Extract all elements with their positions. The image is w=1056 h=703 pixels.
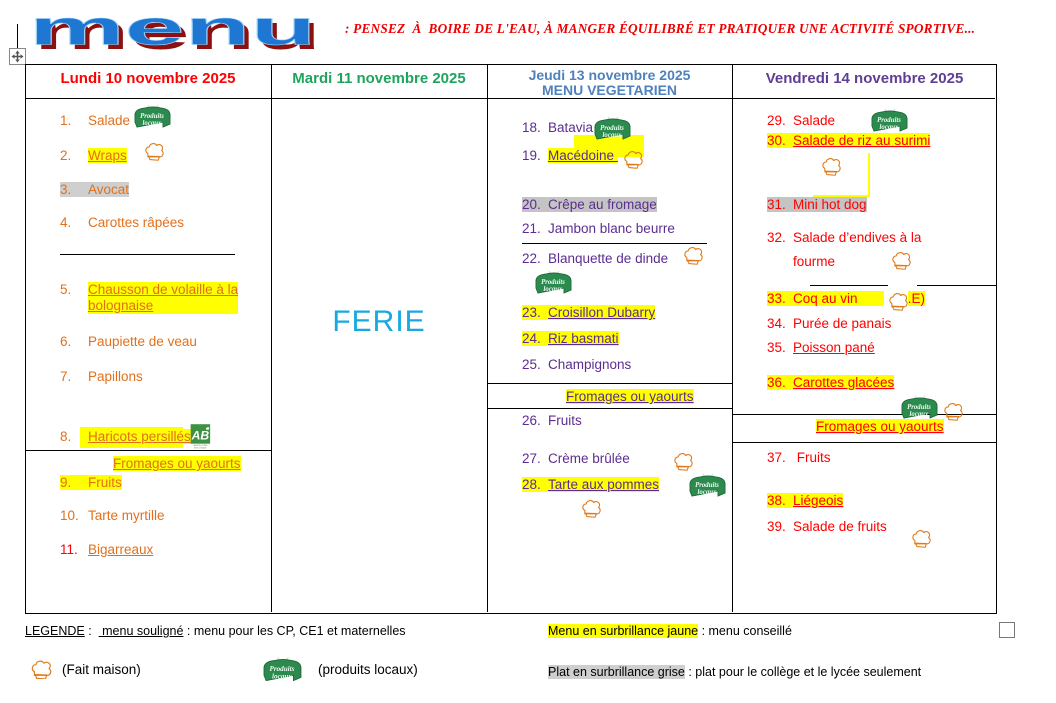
svg-text:menu: menu xyxy=(29,2,316,52)
